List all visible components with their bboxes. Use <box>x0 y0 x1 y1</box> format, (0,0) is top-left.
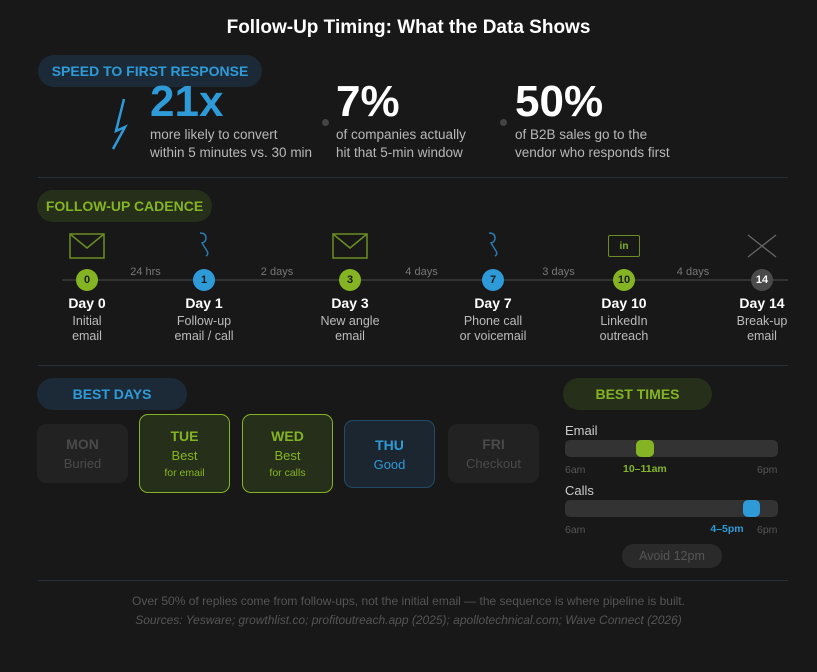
step-desc: New angle <box>320 314 380 328</box>
divider <box>38 365 788 366</box>
gap-label: 4 days <box>405 266 438 278</box>
cadence-section-label: FOLLOW-UP CADENCE <box>37 190 212 222</box>
scale-start: 6am <box>565 524 586 536</box>
step-desc: outreach <box>599 329 649 343</box>
linkedin-icon: in <box>608 235 640 257</box>
timeline-step: Day 0 Initial email <box>27 294 147 344</box>
time-row-label: Email <box>565 423 598 438</box>
timeline-step: Day 10 LinkedIn outreach <box>564 294 684 344</box>
day-card-thu: THU Good <box>344 420 435 488</box>
scale-end: 6pm <box>757 524 778 536</box>
gap-label: 4 days <box>676 266 710 278</box>
day-note: Good <box>373 456 406 472</box>
step-desc: Follow-up <box>176 314 232 328</box>
time-bar <box>565 440 778 457</box>
step-desc: Phone call <box>463 314 523 328</box>
step-desc: email <box>72 329 102 343</box>
timeline-line <box>62 279 788 281</box>
step-desc: Break-up <box>736 314 788 328</box>
lightning-bolt-icon <box>111 98 128 150</box>
day-card-tue: TUE Best for email <box>139 414 230 493</box>
stat-7pct: 7% of companies actually hit that 5-min … <box>336 80 466 162</box>
step-day: Day 1 <box>185 295 223 311</box>
step-day: Day 3 <box>331 295 369 311</box>
time-row-label: Calls <box>565 483 594 498</box>
day-name: TUE <box>170 428 199 444</box>
day-note: Buried <box>63 456 102 471</box>
stat-value: 21x <box>150 77 224 126</box>
day-note: Best <box>274 448 301 463</box>
day-note: Checkout <box>466 456 521 471</box>
timeline-step: Day 14 Break-up email <box>702 294 817 344</box>
timeline-node: 1 <box>193 269 215 291</box>
time-window-label: 4–5pm <box>710 523 744 535</box>
day-name: FRI <box>482 436 505 452</box>
stat-value: 7% <box>336 77 400 126</box>
footer-note: Over 50% of replies come from follow-ups… <box>132 594 685 608</box>
stat-text: within 5 minutes vs. 30 min <box>150 145 313 160</box>
step-desc: Initial <box>72 314 102 328</box>
close-x-icon <box>746 233 778 264</box>
divider <box>38 177 788 178</box>
gap-label: 24 hrs <box>130 266 161 278</box>
day-note: Best <box>171 448 198 463</box>
time-window-fill <box>636 440 654 457</box>
speed-section-label: SPEED TO FIRST RESPONSE <box>38 55 262 87</box>
step-desc: email <box>747 329 777 343</box>
gap-label: 3 days <box>542 266 575 278</box>
day-name: THU <box>375 436 404 453</box>
avoid-noon-badge: Avoid 12pm <box>622 544 722 568</box>
timeline-node: 14 <box>751 269 773 291</box>
step-desc: email <box>335 329 365 343</box>
day-card-fri: FRI Checkout <box>448 424 539 483</box>
time-window-fill <box>742 500 761 517</box>
stat-text: of companies actually <box>336 127 466 142</box>
stat-21x: 21x more likely to convert within 5 minu… <box>150 80 312 162</box>
step-day: Day 14 <box>739 295 785 311</box>
step-desc: email / call <box>174 329 234 343</box>
step-desc: LinkedIn <box>600 314 648 328</box>
time-bar <box>565 500 778 517</box>
stat-text: vendor who responds first <box>515 145 670 160</box>
timeline-step: Day 1 Follow-up email / call <box>144 294 264 344</box>
step-desc: or voicemail <box>459 329 527 343</box>
envelope-icon <box>332 233 368 264</box>
timeline-step: Day 3 New angle email <box>290 294 410 344</box>
timeline-node: 3 <box>339 269 361 291</box>
envelope-icon <box>69 233 105 264</box>
timeline-node: 7 <box>482 269 504 291</box>
best-times-label: BEST TIMES <box>563 378 712 410</box>
stat-text: more likely to convert <box>150 127 278 142</box>
scale-start: 6am <box>565 464 586 476</box>
day-card-wed: WED Best for calls <box>242 414 333 493</box>
phone-icon <box>194 231 214 264</box>
gap-label: 2 days <box>260 266 294 278</box>
timeline-node: 0 <box>76 269 98 291</box>
step-day: Day 10 <box>601 295 647 311</box>
footer-sources: Sources: Yesware; growthlist.co; profito… <box>135 613 682 627</box>
day-name: WED <box>271 428 304 444</box>
stat-value: 50% <box>515 77 604 126</box>
day-sub: for calls <box>269 467 306 479</box>
page-title: Follow-Up Timing: What the Data Shows <box>226 17 591 38</box>
timeline-node: 10 <box>613 269 635 291</box>
stat-text: hit that 5-min window <box>336 145 463 160</box>
step-day: Day 7 <box>474 295 512 311</box>
scale-end: 6pm <box>757 464 778 476</box>
step-day: Day 0 <box>68 295 106 311</box>
divider <box>38 580 788 581</box>
phone-icon <box>483 231 503 264</box>
day-name: MON <box>66 436 99 452</box>
day-card-mon: MON Buried <box>37 424 128 483</box>
best-days-label: BEST DAYS <box>37 378 187 410</box>
stat-text: of B2B sales go to the <box>515 127 648 142</box>
day-sub: for email <box>164 467 205 479</box>
separator-dot <box>322 119 329 126</box>
stat-50pct: 50% of B2B sales go to the vendor who re… <box>515 80 670 162</box>
timeline-step: Day 7 Phone call or voicemail <box>433 294 553 344</box>
separator-dot <box>500 119 507 126</box>
time-window-label: 10–11am <box>622 463 667 475</box>
